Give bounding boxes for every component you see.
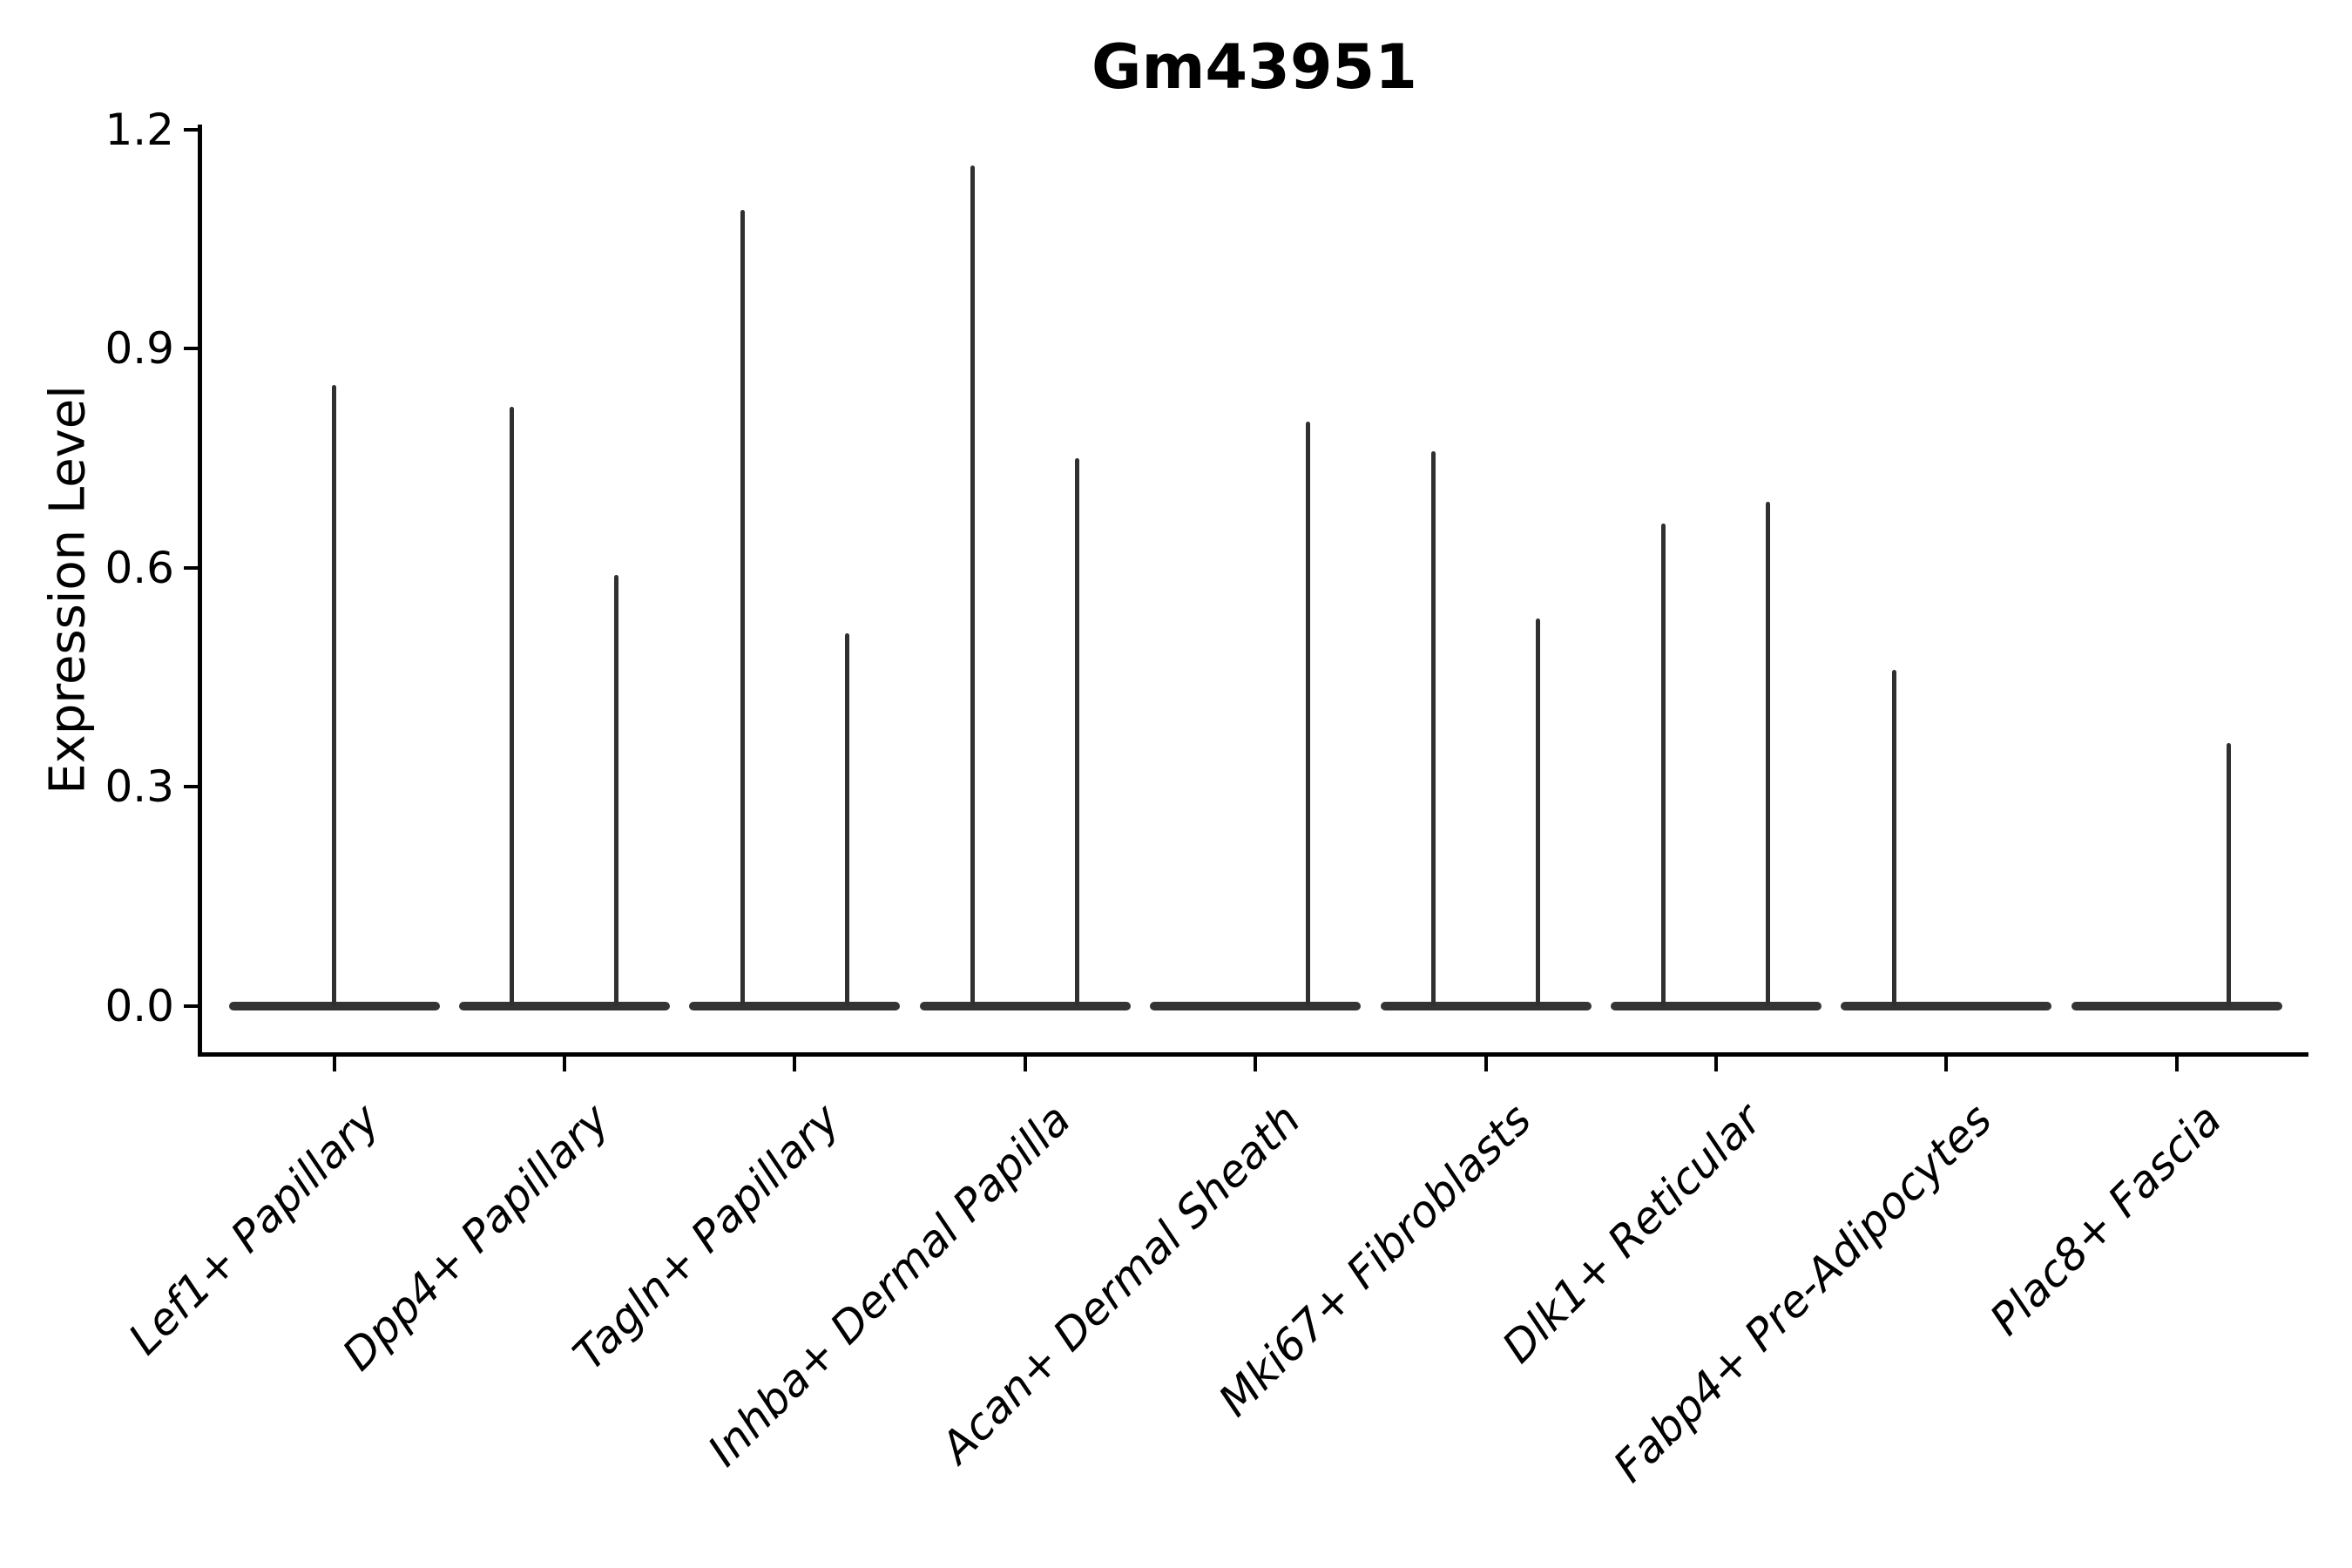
expression-spike [1305,422,1310,1006]
x-tick-mark [2174,1056,2179,1071]
y-tick-label: 0.3 [105,761,174,813]
y-tick-label: 1.2 [105,104,174,155]
expression-spike [1891,670,1896,1006]
x-tick-label: Plac8+ Fascia [1980,1094,2232,1345]
expression-spike [1536,618,1540,1006]
y-axis-label: Expression Level [39,385,97,794]
violin-body [919,1002,1131,1010]
expression-spike [1075,457,1080,1006]
violin-body [1150,1002,1362,1010]
x-tick-label: Lef1+ Papillary [118,1094,389,1365]
x-tick-mark [1713,1056,1718,1071]
x-tick-mark [1254,1056,1258,1071]
violin-body [689,1002,901,1010]
x-tick-mark [1484,1056,1488,1071]
expression-spike [510,407,515,1006]
violin-body [1841,1002,2052,1010]
x-tick-mark [1944,1056,1949,1071]
y-tick-mark [183,785,199,789]
violin-body [1610,1002,1821,1010]
y-tick-mark [183,347,199,351]
x-tick-mark [1023,1056,1027,1071]
x-axis-spine [198,1052,2308,1057]
x-tick-label: Fabp4+ Pre-Adipocytes [1603,1094,2002,1492]
expression-spike [1766,502,1771,1006]
violin-body [228,1002,440,1010]
y-tick-label: 0.9 [105,323,174,375]
violin-body [458,1002,670,1010]
y-tick-mark [183,127,199,132]
y-tick-mark [183,565,199,570]
expression-spike [844,633,849,1006]
expression-spike [970,166,976,1006]
expression-spike [1431,450,1436,1006]
y-tick-mark [183,1004,199,1008]
expression-spike [740,209,745,1006]
violin-body [1380,1002,1592,1010]
x-tick-mark [793,1056,797,1071]
chart-title: Gm43951 [1092,31,1417,103]
expression-spike [2227,743,2232,1006]
expression-spike [1661,524,1666,1006]
expression-spike [614,575,619,1006]
expression-spike [332,385,336,1006]
violin-body [2071,1002,2282,1010]
y-tick-label: 0.0 [105,981,174,1031]
y-axis-spine [198,125,202,1057]
x-tick-mark [332,1056,336,1071]
y-tick-label: 0.6 [105,542,174,593]
x-tick-mark [562,1056,566,1071]
